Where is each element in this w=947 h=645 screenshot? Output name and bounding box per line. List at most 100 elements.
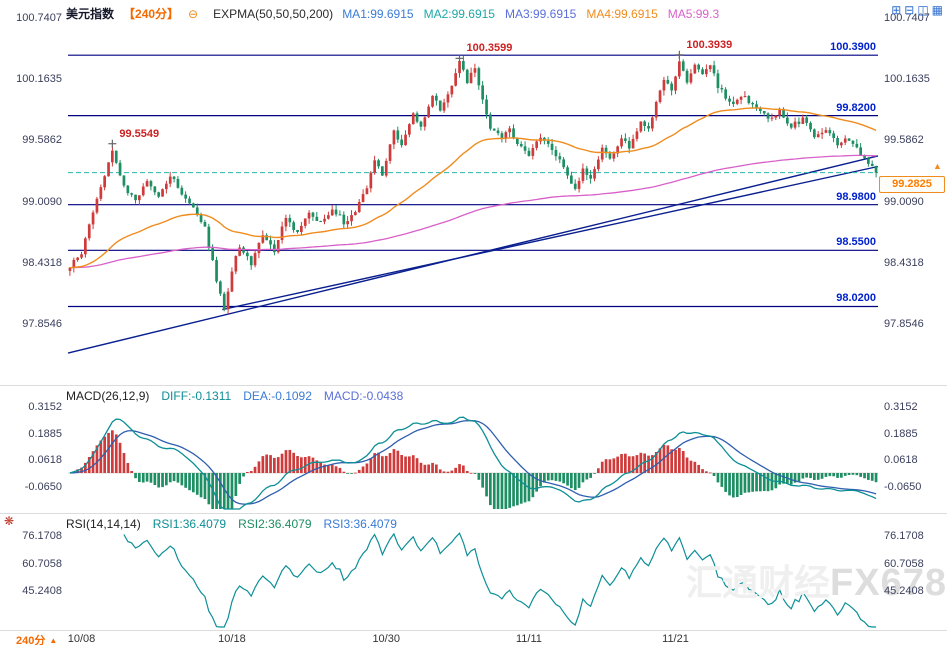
candle (789, 123, 793, 130)
candle (369, 171, 373, 193)
candle (280, 221, 284, 244)
bottom-timeframe-selector[interactable]: 240分 ▲ (16, 632, 57, 645)
candle (828, 127, 832, 137)
panel-separator (0, 513, 947, 514)
candle (500, 131, 504, 143)
candle (627, 137, 631, 154)
macd-histogram (76, 430, 878, 509)
rsi-value-3: RSI3:36.4079 (323, 517, 397, 531)
candle (770, 113, 774, 122)
candle (708, 64, 712, 73)
candle (496, 127, 500, 136)
candle (396, 126, 400, 143)
candle (342, 211, 346, 229)
candle (809, 121, 812, 132)
candle (674, 75, 677, 95)
candle (843, 135, 847, 146)
y-axis-label: 100.1635 (884, 73, 930, 86)
x-axis-date: 10/08 (67, 633, 96, 645)
candle (701, 67, 704, 75)
candle (786, 112, 789, 126)
candle (573, 179, 577, 191)
candle (168, 171, 172, 188)
layout-grid-icon[interactable]: ▦ (931, 3, 943, 17)
candle (755, 100, 758, 111)
candle (840, 141, 843, 148)
candle (666, 75, 670, 85)
candle (107, 162, 110, 177)
ma-value-2: MA2:99.6915 (423, 6, 495, 21)
candle (80, 251, 83, 259)
candle (797, 117, 801, 128)
candle (354, 210, 357, 216)
candle (222, 291, 226, 312)
candle (801, 114, 805, 124)
y-axis-label: 99.0090 (22, 195, 62, 208)
expand-arrow-icon: ▲ (49, 635, 58, 645)
candle (192, 202, 195, 208)
x-axis-date: 11/21 (662, 633, 689, 645)
candle (408, 123, 411, 138)
candle (647, 122, 650, 132)
level-label: 98.9800 (836, 190, 876, 203)
candle (330, 205, 334, 216)
candle (504, 130, 508, 143)
candle (346, 216, 349, 229)
candle (508, 125, 511, 138)
candle (678, 56, 681, 79)
rsi-value-2: RSI2:36.4079 (238, 517, 312, 531)
candle (377, 158, 380, 169)
candle (651, 116, 654, 132)
candle (728, 95, 731, 106)
rsi-panel-chart (123, 532, 877, 628)
macd-axis-label: -0.0650 (884, 480, 922, 493)
candle (851, 140, 855, 147)
candle (157, 191, 160, 199)
ma-values: MA1:99.6915 MA2:99.6915 MA3:99.6915 MA4:99.… (342, 7, 719, 21)
rsi-axis-label: 45.2408 (22, 585, 62, 597)
candle (593, 166, 596, 182)
candle (836, 135, 839, 149)
candle (820, 128, 824, 139)
candle (705, 64, 708, 77)
candle (388, 144, 392, 164)
timeframe-label[interactable]: 【240分】 (123, 7, 180, 21)
y-axis-label: 100.1635 (16, 73, 62, 86)
candle (161, 188, 164, 197)
candle (126, 185, 130, 196)
candle (138, 195, 141, 205)
candle (512, 124, 515, 140)
candle (114, 150, 118, 165)
candle (624, 133, 627, 144)
candle (681, 59, 685, 72)
candle (226, 287, 230, 315)
candle (531, 144, 535, 160)
candle (720, 84, 724, 93)
y-axis-label: 97.8546 (884, 318, 924, 330)
candle (739, 95, 743, 105)
candle (87, 223, 91, 241)
indicator-settings-icon[interactable]: ❋ (4, 514, 15, 528)
candle (118, 159, 122, 177)
layout-split-icon[interactable]: ⊟ (904, 3, 915, 17)
candle (242, 246, 245, 255)
macd-axis-label: 0.1885 (28, 427, 62, 440)
peak-cross-marker (455, 54, 464, 63)
candle (111, 145, 114, 167)
rsi-title: RSI(14,14,14) (66, 517, 141, 531)
layout-single-icon[interactable]: ⊞ (891, 3, 902, 17)
candle (261, 230, 265, 244)
candle (566, 165, 569, 179)
candle (813, 128, 816, 139)
candle (870, 160, 874, 167)
macd-axis-label: 0.0618 (884, 454, 918, 467)
macd-dea-line (69, 420, 877, 505)
candle (658, 89, 662, 104)
layout-cols-icon[interactable]: ◫ (917, 3, 929, 17)
candle (419, 120, 423, 131)
candle (832, 130, 835, 143)
window-layout-icons: ⊞ ⊟ ◫ ▦ (891, 3, 943, 17)
candle (446, 91, 450, 108)
candle (554, 146, 558, 161)
collapse-icon[interactable]: ⊖ (188, 6, 199, 21)
